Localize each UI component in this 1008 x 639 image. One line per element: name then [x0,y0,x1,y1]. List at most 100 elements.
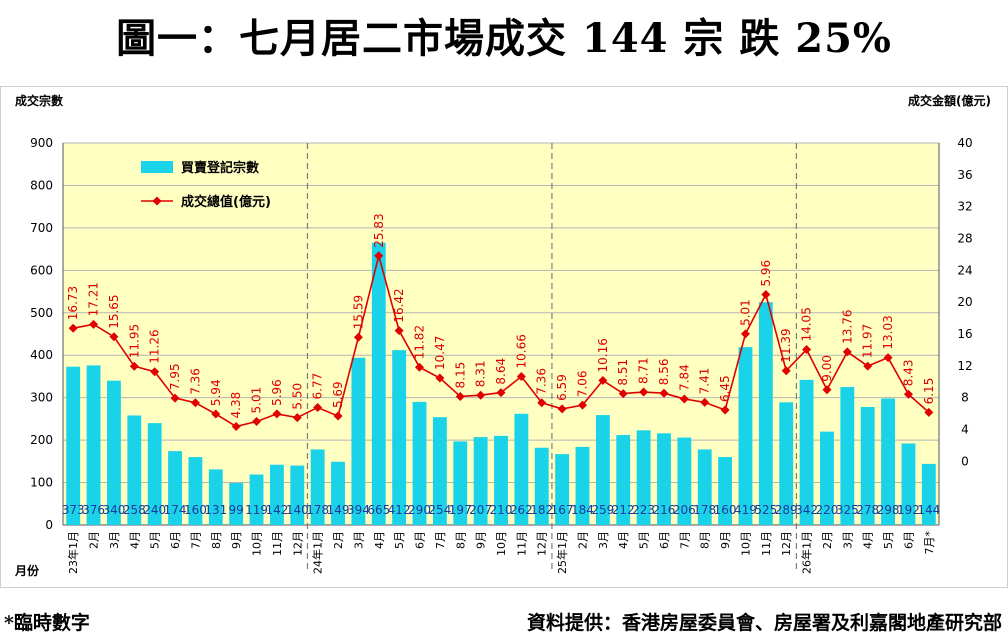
line-point [415,362,425,372]
line-value-label: 7.84 [677,364,691,391]
y-left-tick-label: 400 [30,348,53,362]
x-tick-label: 11月 [760,531,773,556]
bar [371,242,386,525]
bar-value-label: 290 [408,503,431,517]
bar-value-label: 394 [347,503,370,517]
bar-value-label: 665 [367,503,390,517]
line-point [170,393,180,403]
bar-value-label: 144 [917,503,940,517]
line-point [129,361,139,371]
bar [595,415,610,525]
bar [168,451,182,525]
line-point [761,290,771,300]
bar [432,417,447,525]
line-point [476,390,486,400]
bar [249,474,264,525]
x-tick-label: 10月 [251,531,264,556]
bar-value-label: 240 [143,503,166,517]
bar [677,437,692,525]
x-tick-label: 11月 [271,531,284,556]
bar [718,457,733,525]
bar-value-label: 254 [428,503,451,517]
x-tick-label: 7月 [189,531,202,549]
x-tick-label: 10月 [495,531,508,556]
line-point [883,353,893,363]
bar-value-label: 206 [673,503,696,517]
bar [86,365,101,525]
bar [331,461,345,525]
line-value-label: 7.95 [168,363,182,390]
x-tick-label: 7月 [678,531,691,549]
x-tick-label: 5月 [393,531,406,549]
line-point [618,389,628,399]
bar-value-label: 259 [591,503,614,517]
bar [534,447,549,525]
line-point [333,411,343,421]
bar [555,454,570,525]
bar-value-label: 119 [245,503,268,517]
bar-value-label: 184 [571,503,594,517]
x-tick-label: 9月 [230,531,243,549]
x-tick-label: 7月* [923,531,936,555]
bar [799,379,814,525]
bar-value-label: 167 [551,503,574,517]
line-point [496,388,506,398]
source-credit: 資料提供：香港房屋委員會、房屋署及利嘉閣地產研究部 [526,612,1002,634]
bar [901,443,916,525]
line-value-label: 11.95 [127,324,141,358]
line-point [109,332,119,342]
y-left-tick-label: 500 [30,306,53,320]
line-value-label: 17.21 [87,282,101,316]
line-value-label: 5.94 [209,379,223,406]
x-tick-label: 3月 [352,531,365,549]
line-value-label: 13.03 [881,315,895,349]
line-value-label: 10.16 [596,338,610,372]
line-value-label: 6.45 [718,375,732,402]
bar [758,302,773,525]
line-value-label: 14.05 [800,307,814,341]
legend-bar-swatch [141,161,173,173]
y-left-tick-label: 900 [30,136,53,150]
x-tick-label: 23年1月 [66,531,80,574]
bar-value-label: 178 [693,503,716,517]
legend-line-marker [152,196,162,206]
bar-value-label: 192 [897,503,920,517]
line-value-label: 7.06 [575,370,589,397]
x-tick-label: 12月 [780,531,793,556]
line-value-label: 10.47 [433,336,447,370]
bar [208,469,223,525]
x-tick-label: 24年1月 [311,531,325,574]
bar-value-label: 212 [612,503,635,517]
bar [107,380,121,525]
x-tick-label: 9月 [719,531,732,549]
x-tick-label: 2月 [332,531,345,549]
y-left-tick-label: 600 [30,263,53,277]
line-point [455,391,465,401]
bar-value-label: 412 [388,503,411,517]
x-tick-label: 6月 [169,531,182,549]
line-point [822,385,832,395]
line-value-label: 7.36 [188,368,202,395]
x-tick-label: 25年1月 [555,531,569,574]
bar-value-label: 216 [653,503,676,517]
bar-value-label: 220 [816,503,839,517]
x-tick-label: 4月 [373,531,386,549]
x-tick-label: 10月 [739,531,752,556]
x-axis-title: 月份 [14,563,40,578]
bar [473,437,488,525]
y-right-tick-label: 36 [957,168,972,182]
y-right-axis-title: 成交金額(億元) [908,93,991,108]
bar [310,449,325,525]
x-tick-label: 8月 [699,531,712,549]
chart-title: 圖一：七月居二市場成交 144 宗 跌 25% [116,15,892,62]
bar-value-label: 373 [62,503,85,517]
line-point [557,404,567,414]
line-point [924,407,934,417]
x-tick-label: 3月 [841,531,854,549]
bar [351,357,366,525]
y-right-tick-label: 20 [957,295,972,309]
bar-value-label: 149 [327,503,350,517]
line-point [700,397,710,407]
line-value-label: 8.64 [494,358,508,385]
line-point [659,388,669,398]
